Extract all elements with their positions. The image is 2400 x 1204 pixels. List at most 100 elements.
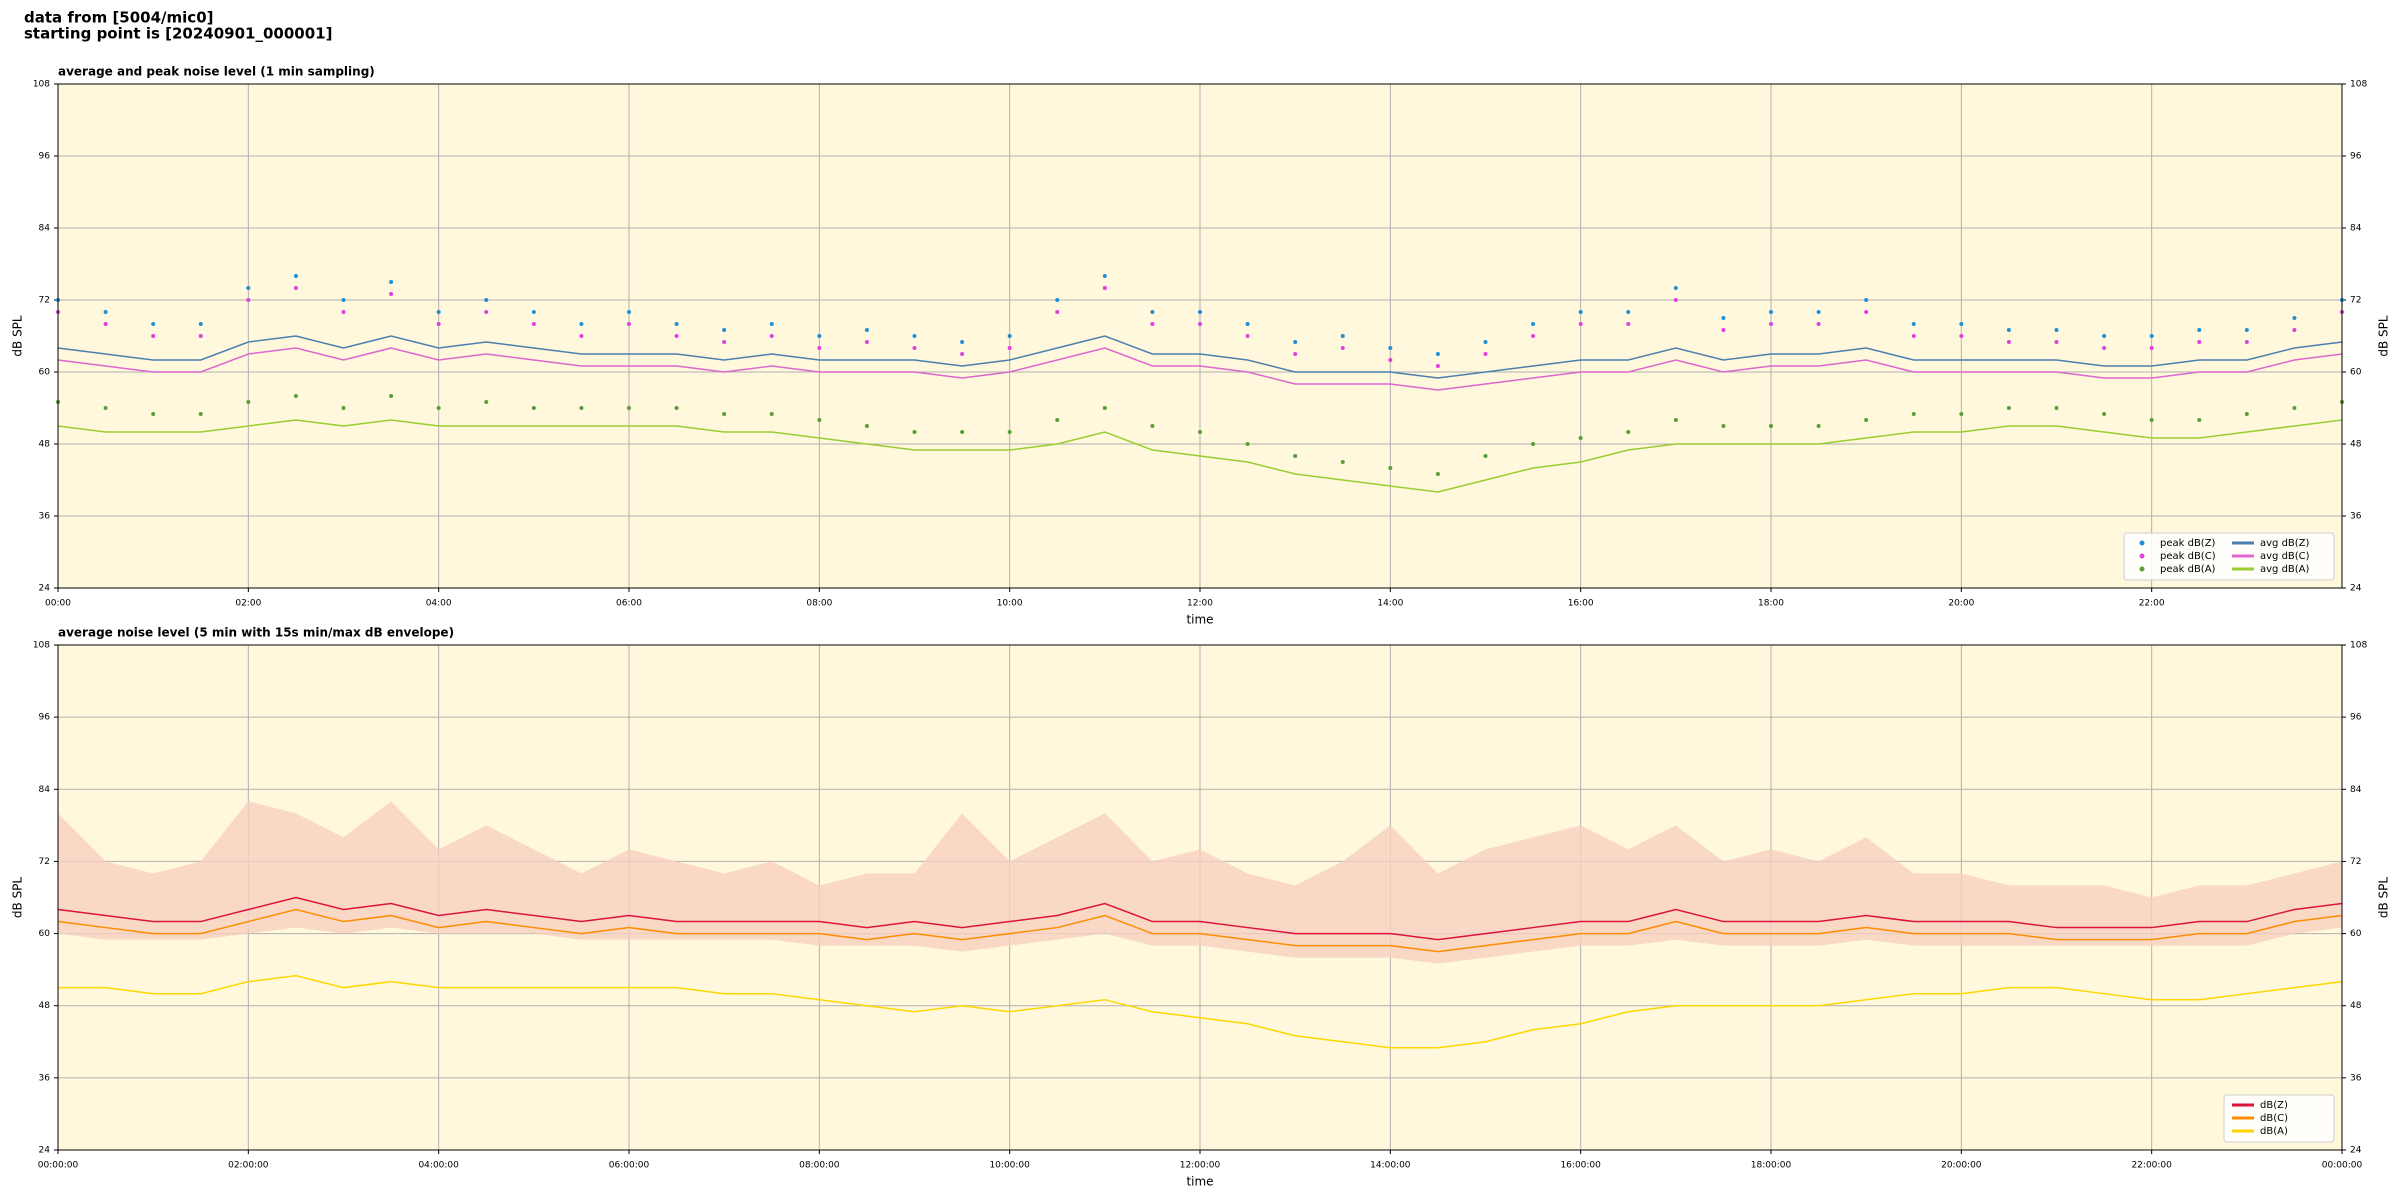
peak-point [198, 412, 203, 416]
peak-point [151, 412, 156, 416]
peak-point [1769, 310, 1773, 314]
legend-label: peak dB(C) [2160, 551, 2216, 562]
series-line [58, 974, 2343, 1049]
y-tick-label: 96 [39, 713, 51, 723]
peak-point [484, 400, 489, 404]
x-tick-label: 14:00 [1377, 599, 1403, 609]
legend-marker [2139, 553, 2145, 559]
peak-point [1293, 352, 1298, 356]
peak-point [1007, 334, 1012, 338]
legend-label: peak dB(A) [2160, 564, 2216, 575]
x-tick-label: 00:00:00 [2322, 1161, 2363, 1171]
peak-point [1007, 346, 1012, 350]
y-tick-label: 60 [2350, 929, 2362, 939]
y-tick-label: 48 [2350, 1001, 2362, 1011]
peak-point [1198, 430, 1202, 434]
series-line [57, 347, 2343, 391]
peak-point [246, 298, 251, 302]
peak-point [2054, 406, 2059, 410]
series-line [57, 335, 2343, 379]
peak-point [2102, 346, 2107, 350]
peak-point [2149, 346, 2154, 350]
y-tick-label: 24 [39, 584, 51, 594]
peak-point [1531, 442, 1536, 446]
peak-point [531, 310, 536, 314]
peak-point [2197, 328, 2202, 332]
peak-point [1055, 418, 1060, 422]
peak-point [864, 424, 869, 428]
peak-point [2197, 418, 2202, 422]
x-tick-label: 04:00:00 [418, 1161, 459, 1171]
peak-point [579, 406, 584, 410]
y-tick-label: 48 [39, 440, 51, 450]
y-tick-label: 84 [2350, 224, 2362, 234]
legend-label: peak dB(Z) [2160, 538, 2216, 549]
series-line [57, 908, 2343, 953]
peak-point [341, 310, 346, 314]
peak-point [912, 334, 917, 338]
peak-point [1388, 346, 1393, 350]
peak-point [1816, 322, 1821, 326]
y-tick-label: 60 [39, 929, 51, 939]
peak-point [1864, 298, 1869, 302]
x-tick-label: 16:00:00 [1560, 1161, 1601, 1171]
y-tick-label: 96 [2350, 713, 2362, 723]
peak-point [912, 430, 917, 434]
x-tick-label: 12:00 [1187, 599, 1213, 609]
x-tick-label: 08:00 [806, 599, 832, 609]
legend-marker [2139, 566, 2145, 572]
header-line: starting point is [20240901_000001] [24, 25, 332, 43]
series-line [57, 419, 2343, 493]
legend-box [2123, 532, 2335, 581]
peak-point [1198, 322, 1202, 326]
peak-point [960, 430, 965, 434]
peak-point [1150, 322, 1155, 326]
peak-point [1626, 430, 1631, 434]
peak-point [817, 334, 822, 338]
peak-point [151, 334, 156, 338]
peak-point [579, 334, 584, 338]
peak-point [436, 310, 441, 314]
peak-point [2197, 340, 2202, 344]
peak-point [341, 298, 346, 302]
y-tick-label: 36 [2350, 512, 2362, 522]
peak-point [103, 406, 108, 410]
peak-point [2149, 334, 2154, 338]
legend-label: avg dB(C) [2260, 551, 2310, 562]
peak-point [389, 292, 394, 296]
y-tick-label: 84 [2350, 785, 2362, 795]
x-axis-label: time [1186, 613, 1213, 627]
peak-point [1245, 442, 1250, 446]
peak-point [103, 322, 108, 326]
legend-label: dB(A) [2260, 1126, 2288, 1137]
y-axis-label: dB SPL [2377, 315, 2391, 357]
peak-point [1911, 334, 1916, 338]
y-tick-label: 60 [2350, 368, 2362, 378]
peak-point [627, 310, 631, 314]
peak-point [674, 322, 679, 326]
y-tick-label: 108 [2350, 641, 2367, 651]
peak-point [2006, 406, 2011, 410]
x-tick-label: 18:00 [1758, 599, 1784, 609]
peak-point [1150, 424, 1155, 428]
x-tick-label: 00:00:00 [38, 1161, 79, 1171]
peak-point [103, 310, 108, 314]
peak-point [1721, 424, 1726, 428]
header-line: data from [5004/mic0] [24, 9, 214, 27]
legend-label: dB(Z) [2260, 1100, 2288, 1111]
y-tick-label: 108 [33, 641, 50, 651]
peak-point [531, 406, 536, 410]
peak-point [1340, 334, 1345, 338]
peak-point [722, 328, 727, 332]
peak-point [246, 400, 251, 404]
peak-point [1816, 310, 1821, 314]
y-tick-label: 24 [2350, 584, 2362, 594]
peak-point [2054, 328, 2059, 332]
legend-label: dB(C) [2260, 1113, 2288, 1124]
peak-point [1150, 310, 1155, 314]
peak-point [817, 346, 822, 350]
peak-point [864, 340, 869, 344]
peak-point [960, 340, 965, 344]
peak-point [1959, 412, 1964, 416]
